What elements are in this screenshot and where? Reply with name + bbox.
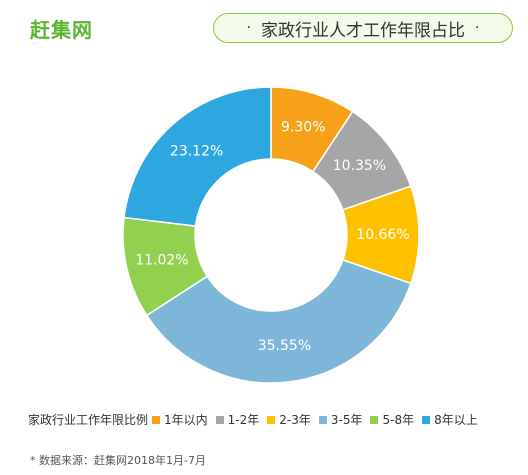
chart-legend: 家政行业工作年限比例 1年以内 1-2年 2-3年 3-5年 5-8年 8年以上 — [28, 411, 486, 428]
legend-label-6: 8年以上 — [434, 413, 478, 427]
legend-swatch-6 — [422, 415, 431, 424]
donut-chart: 9.30% 10.35% 10.66% 35.55% 11.02% 23.12% — [122, 86, 420, 384]
legend-item-5: 5-8年 — [370, 411, 414, 428]
legend-label-1: 1年以内 — [164, 413, 208, 427]
legend-label-3: 2-3年 — [279, 413, 311, 427]
legend-swatch-5 — [370, 415, 379, 424]
legend-item-1: 1年以内 — [152, 411, 208, 428]
slice-label-2: 10.35% — [333, 158, 386, 174]
legend-items: 1年以内 1-2年 2-3年 3-5年 5-8年 8年以上 — [152, 411, 486, 428]
title-right-dot: · — [475, 20, 480, 36]
data-source-note: * 数据来源：赶集网2018年1月-7月 — [30, 454, 206, 467]
legend-item-3: 2-3年 — [267, 411, 311, 428]
title-left-dot: · — [246, 20, 251, 36]
slice-label-3: 10.66% — [356, 227, 409, 243]
slice-label-1: 9.30% — [281, 120, 325, 136]
slice-label-6: 23.12% — [170, 143, 223, 159]
slice-label-4: 35.55% — [258, 338, 311, 354]
donut-slice-6 — [123, 86, 272, 227]
legend-item-2: 1-2年 — [215, 411, 260, 428]
brand-logo: 赶集网 — [30, 18, 93, 42]
legend-title: 家政行业工作年限比例 — [28, 413, 149, 427]
chart-title-banner: · 家政行业人才工作年限占比 · — [213, 13, 513, 43]
legend-swatch-2 — [215, 415, 224, 424]
slice-label-5: 11.02% — [135, 252, 188, 268]
legend-swatch-1 — [152, 415, 161, 424]
legend-label-4: 3-5年 — [330, 413, 363, 427]
legend-swatch-3 — [267, 415, 276, 424]
donut-slice-4 — [145, 258, 412, 384]
legend-item-6: 8年以上 — [422, 411, 478, 428]
legend-label-5: 5-8年 — [382, 413, 415, 427]
legend-label-2: 1-2年 — [227, 413, 260, 427]
chart-title: 家政行业人才工作年限占比 — [261, 20, 465, 41]
legend-item-4: 3-5年 — [318, 411, 363, 428]
legend-swatch-4 — [318, 415, 327, 424]
